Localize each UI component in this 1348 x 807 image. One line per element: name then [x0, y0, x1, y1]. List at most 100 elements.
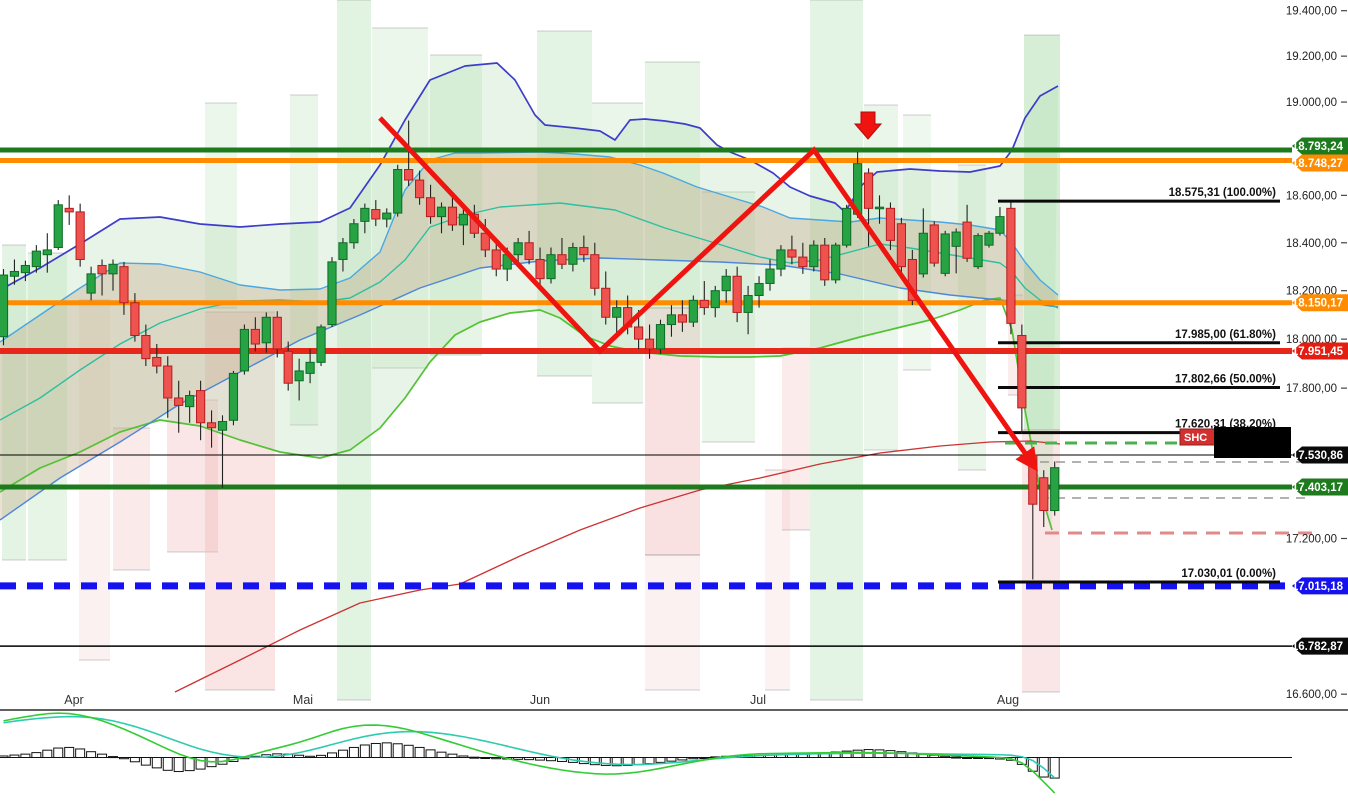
macd-histogram-bar: [118, 757, 129, 760]
candle-body: [634, 326, 644, 340]
macd-histogram-bar: [370, 742, 381, 758]
candle-body: [820, 244, 830, 281]
candle-body: [787, 249, 797, 258]
candle-body: [163, 365, 173, 399]
candle-body: [863, 172, 874, 209]
candle-body: [644, 338, 655, 350]
macd-histogram-bar: [162, 757, 173, 771]
macd-histogram-bar: [546, 757, 556, 762]
macd-histogram-bar: [348, 746, 359, 758]
price-tag-label: 18.150,17: [1292, 298, 1343, 310]
candle-body: [754, 282, 764, 297]
price-tag-label: 17.530,86: [1292, 450, 1343, 462]
candle-body: [174, 397, 184, 406]
price-axis-label: 19.200,00: [1286, 51, 1337, 63]
candle-body: [809, 244, 819, 268]
candle-body: [196, 390, 206, 424]
month-label: Jul: [750, 693, 766, 707]
macd-histogram-bar: [9, 754, 20, 758]
macd-histogram-bar: [940, 755, 951, 759]
candle-body: [305, 361, 315, 374]
candle-body: [425, 197, 436, 218]
price-tag-shape: [1292, 342, 1348, 360]
candle-body: [119, 266, 129, 304]
macd-histogram-bar: [535, 757, 546, 761]
price-axis-label: 19.400,00: [1286, 6, 1337, 18]
candle-body: [228, 372, 239, 421]
price-tag-label: 18.748,27: [1292, 158, 1343, 170]
candle-body: [984, 232, 994, 246]
macd-histogram-bar: [392, 743, 403, 759]
time-axis[interactable]: Apr Mai Jun Jul Aug: [64, 693, 1019, 806]
price-axis-label: 17.800,00: [1286, 383, 1337, 395]
candle-body: [546, 254, 556, 280]
macd-histogram-bar: [962, 757, 973, 759]
macd-histogram-bar: [64, 746, 75, 758]
volume-zone-stripe: [765, 470, 790, 690]
macd-histogram-bar: [173, 757, 184, 773]
macd-histogram-bar: [294, 754, 305, 759]
candle-body: [831, 244, 841, 281]
candle-body: [130, 302, 140, 336]
candle-body: [699, 299, 709, 309]
month-label: Aug: [997, 693, 1019, 707]
candle-body: [141, 334, 151, 360]
macd-histogram-bar: [20, 753, 31, 759]
macd-histogram-bar: [841, 750, 852, 758]
candle-body: [206, 422, 217, 429]
price-tag-label: 18.793,24: [1292, 141, 1344, 153]
candle-body: [491, 249, 501, 270]
macd-histogram-bar: [403, 744, 414, 758]
down-arrow-annotation[interactable]: [853, 111, 883, 140]
price-axis-label: 18.600,00: [1286, 190, 1337, 202]
macd-histogram-bar: [53, 747, 64, 758]
candle-body: [1050, 467, 1060, 512]
candle-body: [1017, 334, 1027, 409]
candle-body: [590, 254, 600, 289]
price-tag-label: 16.782,87: [1292, 641, 1343, 653]
candle-body: [393, 169, 403, 214]
macd-histogram-bar: [458, 755, 469, 758]
candle-body: [86, 273, 96, 294]
macd-histogram-bar: [108, 756, 118, 759]
macd-histogram-bar: [633, 757, 644, 766]
candle-body: [436, 206, 447, 218]
candle-body: [568, 247, 578, 265]
macd-histogram-bar: [447, 753, 458, 759]
candle-body: [261, 316, 271, 344]
price-tag: 18.793,24: [1292, 137, 1348, 155]
candle-body: [677, 314, 687, 323]
volume-zone-stripe: [645, 555, 700, 690]
price-axis-label: 16.600,00: [1286, 689, 1337, 701]
macd-histogram-bar: [480, 757, 491, 759]
candle-body: [338, 242, 348, 260]
candle-body: [152, 356, 162, 367]
macd-histogram-bar: [86, 751, 97, 759]
macd-histogram-bar: [337, 749, 348, 758]
volume-zone-stripe: [205, 312, 275, 690]
macd-histogram-bar: [97, 753, 108, 759]
tooltip-black-box: [1214, 427, 1291, 458]
candle-body: [415, 179, 425, 199]
macd-histogram-bar: [589, 757, 600, 766]
price-tag: 17.403,17: [1292, 478, 1348, 496]
candle-body: [951, 231, 961, 247]
price-tag: 16.782,87: [1292, 637, 1348, 655]
candle-body: [874, 206, 885, 210]
candlesticks: [0, 120, 1060, 580]
macd-histogram-bar: [436, 751, 447, 758]
fib-level-label: 17.030,01 (0.00%): [1181, 568, 1276, 580]
candle-body: [272, 316, 282, 350]
candle-body: [185, 395, 195, 408]
trend-zigzag-drawing[interactable]: [378, 116, 1038, 472]
candle-body: [64, 207, 74, 213]
candle-body: [283, 350, 293, 384]
shc-marker-label: SHC: [1184, 432, 1207, 444]
candle-body: [765, 268, 775, 284]
candle-body: [579, 247, 589, 256]
candle-body: [316, 326, 326, 363]
candle-body: [776, 249, 786, 270]
candle-body: [1039, 477, 1049, 512]
